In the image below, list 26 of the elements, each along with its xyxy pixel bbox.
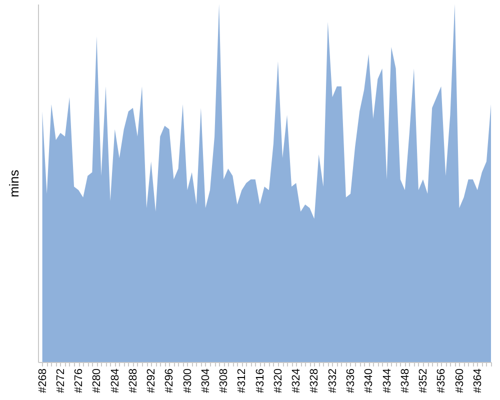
x-tick-label: #268 [36, 368, 49, 393]
x-tick-label: #348 [399, 368, 412, 393]
x-tick-label: #364 [472, 368, 484, 393]
x-tick-label: #280 [91, 368, 104, 393]
x-tick-label: #304 [200, 368, 212, 393]
x-tick-label: #340 [363, 368, 376, 393]
y-axis-title: mins [6, 169, 22, 198]
x-tick-label: #312 [236, 368, 248, 393]
x-tick-label: #288 [127, 368, 140, 393]
x-tick-label: #324 [290, 368, 303, 393]
x-tick-label: #308 [218, 368, 230, 393]
x-tick-label: #360 [454, 368, 466, 393]
x-tick-label: #320 [272, 368, 284, 393]
x-tick-label: #352 [418, 368, 430, 393]
x-tick-label: #356 [436, 368, 448, 393]
x-tick-label: #276 [73, 368, 86, 393]
x-tick-label: #300 [182, 368, 194, 393]
x-tick-label: #296 [164, 368, 176, 393]
x-tick-label: #316 [254, 368, 266, 393]
x-tick-label: #284 [109, 368, 122, 393]
x-tick-label: #332 [326, 368, 339, 393]
x-tick-label: #344 [381, 368, 394, 393]
x-tick-label: #272 [54, 368, 67, 393]
x-tick-label: #328 [308, 368, 321, 393]
x-tick-label: #336 [345, 368, 357, 393]
x-tick-label: #292 [146, 368, 158, 393]
